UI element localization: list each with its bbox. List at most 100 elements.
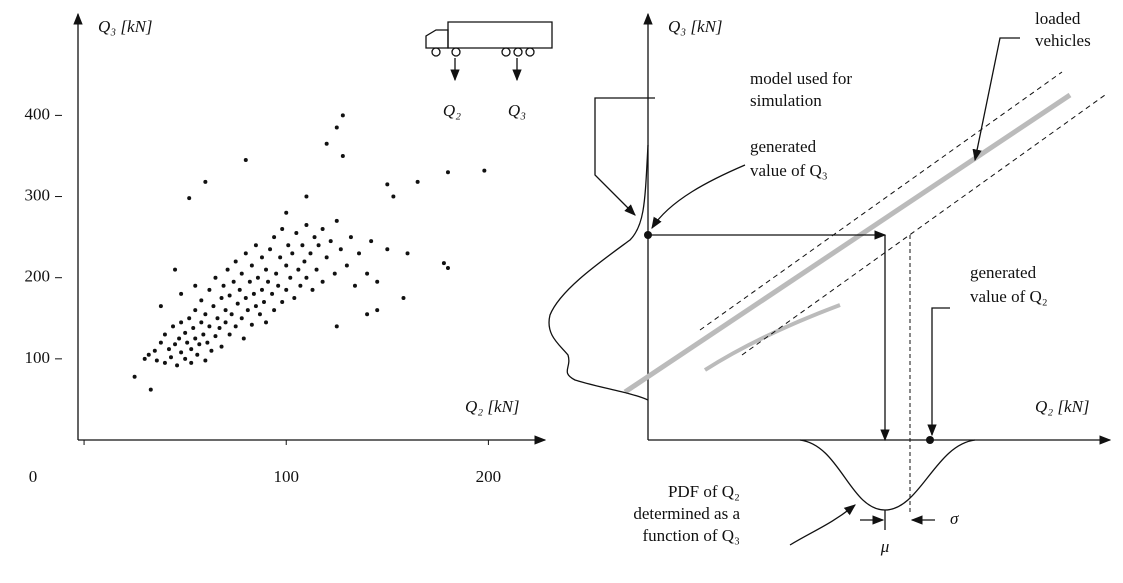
point [290,251,295,256]
point [375,308,380,313]
pointer [972,37,1020,162]
point [272,235,277,240]
point [219,344,224,349]
point [304,222,309,227]
diagram-y-label: Q₃ [kN] [668,17,723,36]
y-tick-label: 400 [25,104,51,123]
point [338,247,343,252]
point [148,387,153,392]
pointer [789,504,856,546]
annotation: vehicles [1035,31,1091,50]
point [183,356,188,361]
mean-band [623,92,1072,395]
point [385,247,390,252]
point [175,363,180,368]
point [162,332,167,337]
point [284,210,289,215]
annotation: value of Q₂ [970,287,1048,306]
point [213,334,218,339]
point [205,340,210,345]
point [239,316,244,321]
point [314,267,319,272]
diagram-x-label: Q₂ [kN] [1035,397,1090,416]
point [243,251,248,256]
point [193,283,198,288]
point [177,336,182,341]
point [173,267,178,272]
point [308,251,313,256]
point [253,304,258,309]
point [294,231,299,236]
point [223,320,228,325]
point [348,235,353,240]
point [233,259,238,264]
point [257,312,262,317]
point [207,324,212,329]
point [249,322,254,327]
point [132,374,137,379]
point [324,255,329,260]
point [233,324,238,329]
point [369,239,374,244]
point [217,326,222,331]
point [158,304,163,309]
point [304,275,309,280]
point [334,324,339,329]
point [255,275,260,280]
point [249,263,254,268]
annotation: value of Q₃ [750,161,828,180]
point [266,279,271,284]
point [199,320,204,325]
sigma: σ [950,509,959,528]
pointer [594,97,655,216]
point [332,271,337,276]
point [259,287,264,292]
point [385,182,390,187]
point [243,295,248,300]
point [276,283,281,288]
point [241,336,246,341]
point [365,312,370,317]
point [191,326,196,331]
point [179,320,184,325]
point [926,436,934,444]
point [324,141,329,146]
point [334,218,339,223]
point [302,259,307,264]
annotation: generated [970,263,1037,282]
point [162,360,167,365]
y-tick-label: 200 [25,267,51,286]
point [445,170,450,175]
point [154,358,159,363]
point [209,348,214,353]
point [340,113,345,118]
point [251,291,256,296]
point [415,179,420,184]
point [229,312,234,317]
point [223,308,228,313]
point [340,153,345,158]
point [298,283,303,288]
point [316,243,321,248]
point [189,347,194,352]
point [482,168,487,173]
annotation: function of Q₃ [642,526,740,545]
truck-label: Q₃ [508,101,526,120]
point [179,350,184,355]
point [183,330,188,335]
y-tick-label: 300 [25,185,51,204]
point [152,348,157,353]
point [312,235,317,240]
point [280,227,285,231]
point [227,332,232,337]
point [203,312,208,317]
bound [699,71,1063,331]
point [280,300,285,305]
point [211,304,216,309]
point [197,342,202,347]
point [445,265,450,270]
pdf-q2 [799,439,976,511]
point [199,298,204,303]
point [245,308,250,313]
